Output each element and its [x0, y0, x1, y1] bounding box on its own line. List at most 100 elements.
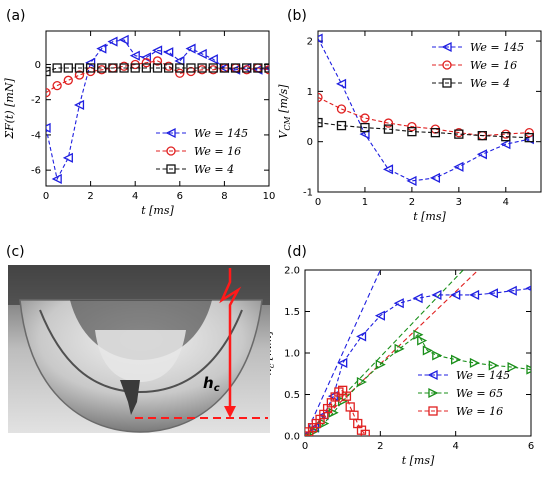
data-point: [108, 63, 118, 73]
data-point: [52, 63, 62, 73]
chart-a: 0 2 4 6 8 10 -6 -4 -2 0 t [ms] ΣF(t) [mN] We = 145 We…: [3, 30, 276, 217]
y-tick-label: 0.0: [284, 432, 300, 443]
series-line: [305, 333, 531, 436]
data-point: [129, 50, 140, 61]
x-axis-label: t [ms]: [413, 210, 446, 223]
x-tick-label: 8: [221, 191, 227, 202]
droplet-photo: hc: [8, 265, 270, 433]
x-tick-label: 2: [409, 197, 415, 208]
data-point: [524, 133, 534, 143]
y-tick-label: -4: [31, 130, 41, 141]
y-tick-label: 2: [307, 37, 313, 48]
legend-label: We = 16: [194, 145, 241, 158]
legend-label: We = 4: [470, 77, 510, 90]
data-point: [219, 63, 230, 73]
legend-label: We = 145: [456, 369, 510, 382]
x-tick-label: 6: [528, 441, 534, 452]
data-point: [360, 122, 370, 133]
droplet-inner-ring: [39, 309, 243, 394]
x-tick-label: 1: [362, 197, 368, 208]
legend-label: We = 145: [194, 127, 248, 140]
data-point: [383, 118, 394, 128]
data-point: [453, 161, 464, 172]
data-point: [163, 47, 174, 58]
legend-marker: [428, 387, 439, 399]
data-point: [382, 164, 394, 175]
legend-label: We = 16: [470, 59, 517, 72]
data-point: [163, 63, 174, 73]
data-point: [488, 360, 499, 371]
data-point: [336, 120, 347, 131]
y-tick-label: -1: [303, 188, 313, 199]
x-tick-label: 4: [452, 441, 458, 452]
data-point: [487, 288, 498, 299]
x-tick-label: 2: [87, 191, 93, 202]
x-tick-label: 0: [302, 441, 308, 452]
data-point: [97, 63, 107, 73]
data-point: [477, 130, 487, 141]
data-point: [141, 58, 152, 68]
data-point: [469, 289, 480, 300]
data-point: [46, 87, 51, 98]
data-point: [356, 376, 367, 388]
series-line: [305, 389, 366, 436]
data-point: [46, 66, 51, 77]
series-line: [318, 38, 530, 182]
data-point: [152, 56, 163, 66]
y-tick-label: -6: [31, 166, 41, 177]
data-point: [85, 63, 96, 73]
legend-label: We = 4: [194, 163, 234, 176]
x-tick-label: 0: [43, 191, 49, 202]
data-point: [253, 63, 263, 73]
data-point: [175, 68, 185, 78]
data-point: [63, 75, 73, 85]
legend-label: We = 145: [470, 41, 524, 54]
data-point: [360, 429, 370, 436]
data-point: [407, 126, 417, 137]
series-line: [318, 96, 530, 137]
data-point: [429, 172, 441, 183]
y-axis-label: ΣF(t) [mN]: [3, 78, 16, 140]
data-point: [118, 34, 129, 45]
data-point: [393, 298, 404, 309]
data-point: [318, 117, 323, 128]
legend-marker: [165, 127, 176, 139]
droplet-highlight: [95, 330, 186, 382]
data-point: [175, 63, 185, 73]
data-point: [406, 175, 417, 186]
y-tick-label: 1.5: [284, 307, 300, 318]
legend-label: We = 16: [456, 405, 503, 418]
legend-marker: [427, 369, 438, 381]
data-point: [524, 127, 534, 138]
panel-label-a: (a): [6, 8, 26, 24]
y-tick-label: 0: [35, 60, 41, 71]
data-point: [107, 36, 118, 47]
x-tick-label: 10: [263, 191, 276, 202]
plot-frame: [45, 30, 270, 187]
legend-marker: [428, 406, 438, 416]
y-tick-label: -2: [31, 95, 41, 106]
plot-area: [318, 33, 534, 186]
data-point: [500, 139, 511, 150]
plot-area: [46, 34, 269, 185]
cavity-tip: [120, 380, 140, 415]
y-tick-label: 1: [307, 87, 313, 98]
fit-line: [305, 270, 464, 436]
data-point: [476, 149, 487, 160]
data-point: [309, 425, 320, 436]
legend-label: We = 65: [456, 387, 503, 400]
data-point: [454, 129, 464, 139]
data-point: [374, 310, 385, 321]
data-point: [74, 63, 85, 73]
data-point: [230, 63, 241, 73]
series-line: [46, 60, 269, 94]
data-point: [336, 104, 347, 114]
y-tick-label: 0: [307, 137, 313, 148]
y-tick-label: 0.5: [284, 390, 300, 401]
data-point: [185, 43, 196, 54]
data-point: [174, 55, 185, 66]
data-point: [506, 285, 517, 296]
